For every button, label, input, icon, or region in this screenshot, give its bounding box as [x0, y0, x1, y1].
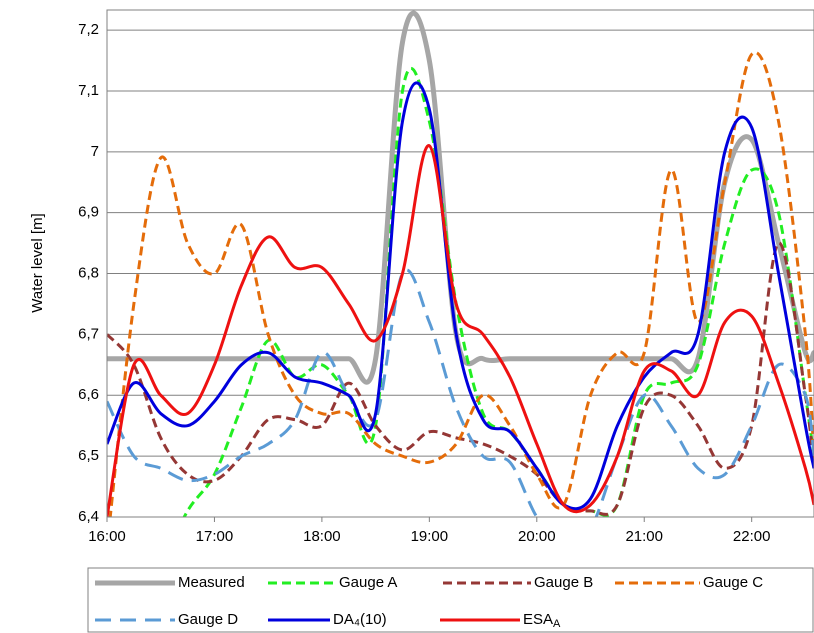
x-tick-label: 21:00: [625, 528, 663, 545]
legend-label: ESAA: [523, 611, 561, 630]
legend-name: Gauge B: [534, 574, 593, 591]
x-tick-label: 18:00: [303, 528, 341, 545]
legend-label: Gauge B: [534, 574, 593, 591]
y-tick-label: 6,5: [78, 447, 99, 464]
x-tick-label: 19:00: [411, 528, 449, 545]
y-tick-label: 6,4: [78, 508, 99, 525]
legend-label: Measured: [178, 574, 245, 591]
y-tick-label: 6,7: [78, 325, 99, 342]
x-tick-label: 20:00: [518, 528, 556, 545]
plot-frame: [106, 9, 814, 518]
legend-name: Measured: [178, 574, 245, 591]
legend-name: DA₄(10): [333, 611, 387, 628]
series-line: [107, 241, 814, 516]
legend-name: Gauge C: [703, 574, 763, 591]
legend-label: DA₄(10): [333, 611, 387, 628]
series-line: [107, 81, 814, 511]
y-tick-label: 7: [91, 143, 99, 160]
legend-name: Gauge A: [339, 574, 397, 591]
legend-name: Gauge D: [178, 611, 238, 628]
series-line: [107, 144, 814, 517]
plot-lines: [107, 10, 814, 517]
x-tick-label: 17:00: [196, 528, 234, 545]
legend-name: ESA: [523, 611, 553, 628]
legend-label: Gauge C: [703, 574, 763, 591]
y-tick-label: 7,2: [78, 21, 99, 38]
legend-label: Gauge D: [178, 611, 238, 628]
y-axis-title: Water level [m]: [29, 213, 46, 312]
y-tick-label: 7,1: [78, 82, 99, 99]
y-tick-label: 6,6: [78, 386, 99, 403]
legend-subscript: A: [553, 618, 561, 630]
x-tick-label: 22:00: [733, 528, 771, 545]
series-line: [108, 51, 814, 517]
y-tick-label: 6,9: [78, 204, 99, 221]
y-tick-label: 6,8: [78, 265, 99, 282]
legend: Measured Gauge A Gauge B Gauge C Gauge D DA₄(…: [95, 574, 763, 630]
x-tick-label: 16:00: [88, 528, 126, 545]
legend-label: Gauge A: [339, 574, 397, 591]
